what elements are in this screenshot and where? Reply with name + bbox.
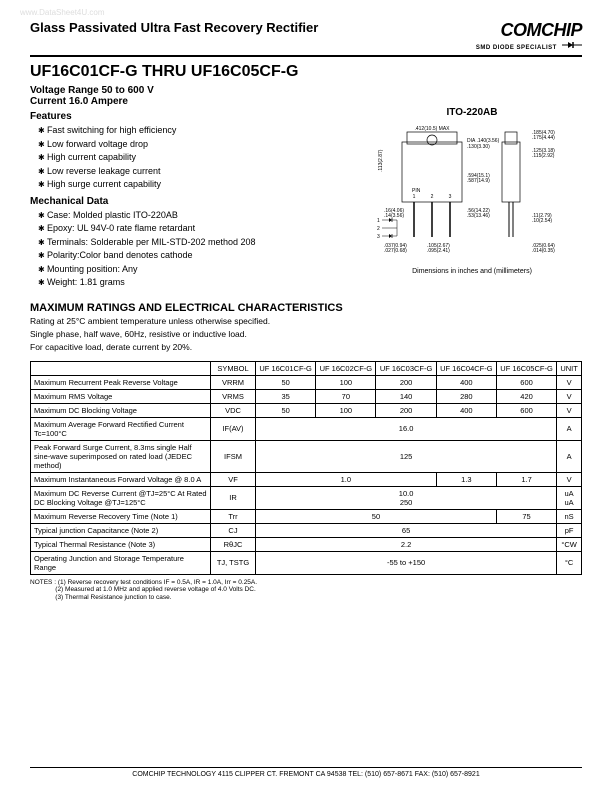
svg-text:PIN: PIN: [412, 188, 421, 194]
th-unit: UNIT: [557, 361, 582, 375]
logo-main: COMCHIP: [476, 20, 582, 41]
svg-text:3: 3: [449, 194, 452, 200]
svg-text:.014(0.35): .014(0.35): [532, 248, 555, 254]
mechdata-item: Case: Molded plastic ITO-220AB: [38, 209, 346, 223]
svg-text:1: 1: [413, 194, 416, 200]
svg-text:.587(14.9): .587(14.9): [467, 178, 490, 184]
package-note: Dimensions in inches and (millimeters): [362, 268, 582, 275]
feature-item: Fast switching for high efficiency: [38, 124, 346, 138]
feature-item: Low forward voltage drop: [38, 138, 346, 152]
mechdata-item: Mounting position: Any: [38, 263, 346, 277]
footer: COMCHIP TECHNOLOGY 4115 CLIPPER CT. FREM…: [30, 767, 582, 778]
features-label: Features: [30, 111, 346, 122]
features-list: Fast switching for high efficiencyLow fo…: [30, 124, 346, 192]
mechdata-list: Case: Molded plastic ITO-220ABEpoxy: UL …: [30, 209, 346, 290]
svg-text:.14(3.56): .14(3.56): [384, 213, 404, 219]
feature-item: Low reverse leakage current: [38, 165, 346, 179]
diode-icon: [562, 41, 582, 49]
table-row: Typical junction Capacitance (Note 2)CJ6…: [31, 523, 582, 537]
feature-item: High current capability: [38, 151, 346, 165]
package-column: ITO-220AB 1 2 3 PIN .412(10.5) MAX DIA .…: [362, 107, 582, 290]
logo: COMCHIP SMD DIODE SPECIALIST: [476, 20, 582, 51]
ratings-sub3: For capacitive load, derate current by 2…: [30, 342, 582, 353]
ratings-table: SYMBOL UF 16C01CF-G UF 16C02CF-G UF 16C0…: [30, 361, 582, 575]
table-row: Maximum Reverse Recovery Time (Note 1)Tr…: [31, 509, 582, 523]
table-row: Maximum DC Blocking VoltageVDC5010020040…: [31, 403, 582, 417]
svg-text:.175(4.44): .175(4.44): [532, 135, 555, 141]
ratings-header: MAXIMUM RATINGS AND ELECTRICAL CHARACTER…: [30, 302, 582, 314]
package-diagram: 1 2 3 PIN .412(10.5) MAX DIA .140(3.56) …: [372, 122, 572, 262]
table-row: Operating Junction and Storage Temperatu…: [31, 551, 582, 574]
th-c3: UF 16C03CF-G: [376, 361, 436, 375]
mechdata-label: Mechanical Data: [30, 196, 346, 207]
ratings-sub2: Single phase, half wave, 60Hz, resistive…: [30, 329, 582, 340]
svg-text:.115(2.92): .115(2.92): [532, 153, 555, 159]
header-title: Glass Passivated Ultra Fast Recovery Rec…: [30, 20, 318, 35]
svg-text:2: 2: [431, 194, 434, 200]
th-symbol: SYMBOL: [211, 361, 256, 375]
feature-item: High surge current capability: [38, 178, 346, 192]
mechdata-item: Terminals: Solderable per MIL-STD-202 me…: [38, 236, 346, 250]
svg-text:.53(13.46): .53(13.46): [467, 213, 490, 219]
th-c1: UF 16C01CF-G: [256, 361, 316, 375]
watermark: www.DataSheet4U.com: [20, 8, 104, 17]
package-title: ITO-220AB: [362, 107, 582, 118]
notes-block: NOTES : (1) Reverse recovery test condit…: [30, 579, 582, 602]
svg-text:.10(2.54): .10(2.54): [532, 218, 552, 224]
svg-text:.027(0.68): .027(0.68): [384, 248, 407, 254]
table-row: Peak Forward Surge Current, 8.3ms single…: [31, 440, 582, 472]
svg-text:.412(10.5) MAX: .412(10.5) MAX: [414, 126, 450, 132]
mechdata-item: Weight: 1.81 grams: [38, 276, 346, 290]
part-number: UF16C01CF-G THRU UF16C05CF-G: [30, 63, 582, 81]
mechdata-item: Epoxy: UL 94V-0 rate flame retardant: [38, 222, 346, 236]
svg-text:.095(2.41): .095(2.41): [427, 248, 450, 254]
svg-text:.130(3.30): .130(3.30): [467, 144, 490, 150]
svg-text:2: 2: [377, 226, 380, 232]
table-row: Maximum Average Forward Rectified Curren…: [31, 417, 582, 440]
current-spec: Current 16.0 Ampere: [30, 96, 582, 107]
th-c4: UF 16C04CF-G: [436, 361, 496, 375]
svg-text:3: 3: [377, 234, 380, 240]
svg-text:.113(2.87): .113(2.87): [378, 149, 384, 172]
table-row: Typical Thermal Resistance (Note 3)RθJC2…: [31, 537, 582, 551]
logo-sub: SMD DIODE SPECIALIST: [476, 41, 582, 51]
header-row: Glass Passivated Ultra Fast Recovery Rec…: [30, 20, 582, 57]
table-row: Maximum Recurrent Peak Reverse VoltageVR…: [31, 375, 582, 389]
voltage-range: Voltage Range 50 to 600 V: [30, 85, 582, 96]
th-c5: UF 16C05CF-G: [496, 361, 556, 375]
svg-text:1: 1: [377, 218, 380, 224]
table-row: Maximum RMS VoltageVRMS3570140280420V: [31, 389, 582, 403]
th-c2: UF 16C02CF-G: [316, 361, 376, 375]
table-row: Maximum Instantaneous Forward Voltage @ …: [31, 472, 582, 486]
left-column: Features Fast switching for high efficie…: [30, 107, 346, 290]
ratings-sub1: Rating at 25°C ambient temperature unles…: [30, 316, 582, 327]
table-row: Maximum DC Reverse Current @TJ=25°C At R…: [31, 486, 582, 509]
mechdata-item: Polarity:Color band denotes cathode: [38, 249, 346, 263]
